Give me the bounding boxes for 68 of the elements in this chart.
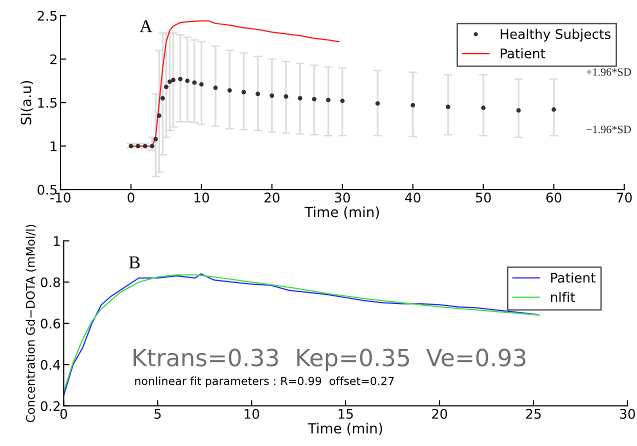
- point: [298, 96, 302, 100]
- y-tick-label: 0.4: [40, 360, 60, 370]
- legend-label: Patient: [500, 48, 546, 58]
- annotation: −1.96*SD: [586, 126, 631, 134]
- annotation: +1.96*SD: [586, 68, 631, 76]
- x-tick-label: -10: [50, 192, 70, 203]
- point: [156, 113, 162, 118]
- x-tick-label: 40: [405, 192, 420, 203]
- x-tick-label: 5: [154, 409, 161, 419]
- point: [167, 79, 172, 84]
- x-tick-label: 30: [620, 408, 635, 419]
- point: [481, 106, 486, 110]
- point: [185, 78, 190, 84]
- point: [227, 88, 232, 93]
- point: [164, 84, 168, 90]
- point: [270, 93, 274, 98]
- legend-label: Healthy Subjects: [500, 28, 610, 42]
- x-axis-title: Time (min): [308, 422, 382, 436]
- y-tick-label: 0.2: [40, 401, 60, 412]
- y-tick-label: 0.5: [38, 184, 57, 195]
- annotation: Ktrans=0.33 Kep=0.35 Ve=0.93: [134, 348, 526, 372]
- x-tick-label: 70: [616, 192, 632, 203]
- point: [150, 144, 154, 148]
- annotation: A: [140, 20, 152, 32]
- point: [153, 136, 158, 142]
- x-axis-title: Time (min): [304, 206, 379, 219]
- x-tick-label: 15: [338, 409, 353, 419]
- y-tick-label: 1: [50, 141, 57, 152]
- x-tick-label: 0: [128, 192, 134, 203]
- line-series: [130, 20, 340, 147]
- annotation: nonlinear fit parameters : R=0.99 offset=0.27: [135, 376, 394, 388]
- y-tick-label: 1: [54, 236, 60, 246]
- legend-label: nlfit: [551, 292, 576, 302]
- x-tick-label: 10: [244, 408, 260, 419]
- x-tick-label: 50: [476, 192, 491, 203]
- point: [284, 94, 288, 99]
- y-axis-title: Concentration Gd−DOTA (mMol/l): [26, 224, 36, 422]
- point: [340, 98, 345, 104]
- point: [552, 107, 556, 112]
- y-tick-label: 2.5: [38, 10, 57, 21]
- point: [213, 86, 218, 90]
- point: [410, 102, 416, 108]
- y-tick-label: 0.8: [40, 277, 60, 288]
- point: [375, 101, 380, 106]
- point: [241, 90, 246, 94]
- y-tick-label: 1.5: [38, 98, 57, 108]
- point: [178, 76, 183, 82]
- x-tick-label: 20: [432, 408, 448, 419]
- point: [192, 80, 197, 85]
- x-tick-label: 0: [60, 408, 68, 419]
- point: [446, 104, 450, 110]
- x-tick-label: 10: [194, 192, 209, 203]
- point: [326, 98, 331, 102]
- point: [171, 78, 176, 82]
- point: [516, 108, 521, 113]
- y-tick-label: 0.6: [40, 318, 60, 329]
- point: [312, 96, 316, 102]
- x-tick-label: 30: [335, 192, 350, 203]
- y-tick-label: 2: [50, 54, 56, 64]
- y-axis-title: SI(a.u): [20, 81, 33, 124]
- x-tick-label: 20: [264, 192, 280, 203]
- point: [160, 96, 165, 100]
- x-tick-label: 25: [526, 408, 541, 419]
- legend-label: Patient: [551, 272, 596, 283]
- x-tick-label: 60: [546, 192, 562, 203]
- point: [199, 82, 204, 87]
- annotation: B: [129, 256, 140, 268]
- point: [256, 92, 260, 96]
